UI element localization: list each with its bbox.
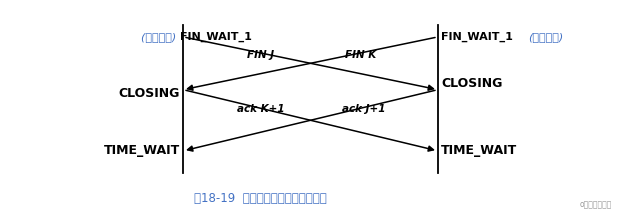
Text: ack K+1: ack K+1 — [237, 104, 284, 114]
Text: 图18-19  同时关闭期间的报文段交换: 图18-19 同时关闭期间的报文段交换 — [194, 192, 327, 205]
Text: CLOSING: CLOSING — [441, 77, 502, 90]
Text: ack J+1: ack J+1 — [342, 104, 385, 114]
Text: (主动关闭): (主动关闭) — [142, 32, 180, 42]
Text: FIN K: FIN K — [345, 50, 376, 60]
Text: FIN J: FIN J — [247, 50, 274, 60]
Text: TIME_WAIT: TIME_WAIT — [441, 144, 517, 157]
Text: TIME_WAIT: TIME_WAIT — [104, 144, 180, 157]
Text: (主动关闭): (主动关闭) — [528, 32, 563, 42]
Text: CLOSING: CLOSING — [119, 87, 180, 100]
Text: o程金技术社区: o程金技术社区 — [579, 200, 612, 209]
Text: FIN_WAIT_1: FIN_WAIT_1 — [441, 32, 517, 42]
Text: FIN_WAIT_1: FIN_WAIT_1 — [180, 32, 252, 42]
